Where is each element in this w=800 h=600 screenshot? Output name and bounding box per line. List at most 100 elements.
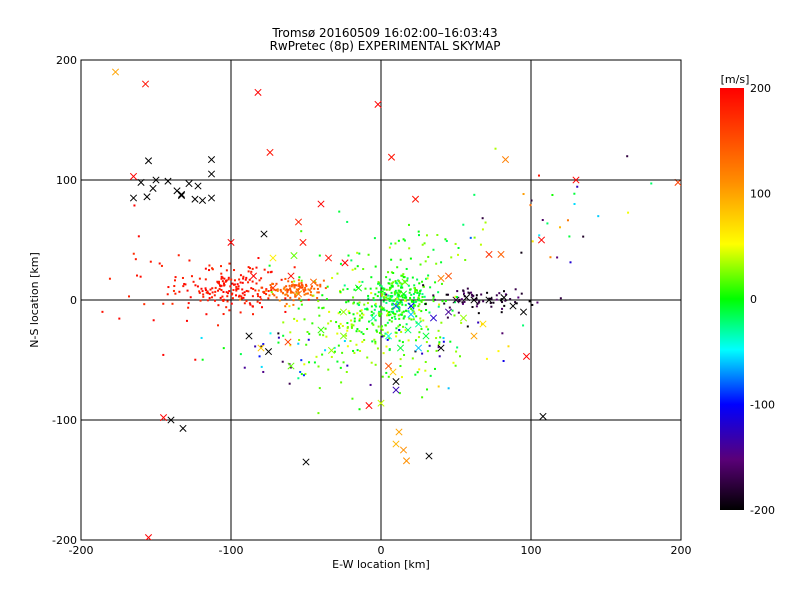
scatter-dot bbox=[268, 264, 271, 267]
scatter-dot bbox=[239, 311, 242, 314]
scatter-dot bbox=[478, 300, 481, 303]
scatter-dot bbox=[455, 296, 458, 299]
scatter-x-marker bbox=[411, 195, 420, 203]
scatter-dot bbox=[453, 314, 456, 317]
scatter-dot bbox=[194, 284, 197, 287]
scatter-x-marker bbox=[396, 344, 405, 352]
scatter-dot bbox=[422, 284, 425, 287]
scatter-dot bbox=[381, 294, 384, 297]
scatter-dot bbox=[388, 337, 391, 340]
scatter-dot bbox=[273, 294, 276, 297]
scatter-dot bbox=[398, 302, 401, 305]
scatter-dot bbox=[238, 294, 241, 297]
scatter-dot bbox=[394, 303, 397, 306]
scatter-dot bbox=[386, 314, 389, 317]
x-tick-label: 0 bbox=[378, 544, 385, 557]
scatter-x-marker bbox=[317, 200, 325, 208]
scatter-dot bbox=[460, 321, 463, 324]
scatter-dot bbox=[346, 329, 349, 332]
scatter-dot bbox=[358, 304, 361, 307]
scatter-dot bbox=[395, 291, 398, 294]
scatter-dot bbox=[217, 282, 220, 285]
scatter-dot bbox=[222, 282, 225, 285]
scatter-dot bbox=[342, 361, 345, 364]
scatter-dot bbox=[251, 267, 254, 270]
scatter-dot bbox=[228, 290, 231, 293]
scatter-dot bbox=[347, 254, 350, 257]
scatter-dot bbox=[443, 302, 446, 305]
scatter-dot bbox=[418, 303, 421, 306]
scatter-dot bbox=[134, 258, 137, 261]
scatter-dot bbox=[495, 294, 498, 297]
scatter-dot bbox=[394, 298, 397, 301]
scatter-x-marker bbox=[392, 302, 400, 310]
scatter-dot bbox=[402, 310, 405, 313]
scatter-dot bbox=[296, 319, 299, 322]
scatter-dot bbox=[299, 370, 302, 373]
scatter-x-marker bbox=[395, 428, 403, 436]
scatter-dot bbox=[440, 261, 443, 264]
scatter-dot bbox=[399, 300, 402, 303]
scatter-dot bbox=[439, 336, 442, 339]
scatter-dot bbox=[462, 223, 465, 226]
scatter-x-marker bbox=[414, 344, 423, 352]
scatter-dot bbox=[301, 285, 304, 288]
scatter-dot bbox=[388, 282, 391, 285]
scatter-dot bbox=[247, 266, 250, 269]
scatter-dot bbox=[457, 253, 460, 256]
scatter-dot bbox=[300, 230, 303, 233]
scatter-x-marker bbox=[207, 156, 216, 164]
scatter-dot bbox=[392, 312, 395, 315]
scatter-dot bbox=[308, 332, 311, 335]
scatter-dot bbox=[327, 322, 330, 325]
scatter-dot bbox=[346, 326, 349, 329]
scatter-dot bbox=[419, 263, 422, 266]
scatter-dot bbox=[362, 268, 365, 271]
scatter-dot bbox=[269, 332, 272, 335]
scatter-dot bbox=[243, 366, 246, 369]
scatter-dot bbox=[230, 302, 233, 305]
scatter-dot bbox=[300, 286, 303, 289]
scatter-dot bbox=[374, 340, 377, 343]
scatter-dot bbox=[217, 280, 220, 283]
scatter-x-marker bbox=[462, 294, 471, 302]
scatter-x-marker bbox=[341, 259, 349, 267]
scatter-dot bbox=[387, 375, 390, 378]
scatter-x-marker bbox=[317, 326, 325, 334]
scatter-dot bbox=[566, 219, 569, 222]
scatter-dot bbox=[183, 282, 186, 285]
scatter-dot bbox=[271, 293, 274, 296]
scatter-dot bbox=[367, 297, 370, 300]
scatter-dot bbox=[405, 309, 408, 312]
scatter-dot bbox=[270, 286, 273, 289]
scatter-dot bbox=[403, 315, 406, 318]
scatter-x-marker bbox=[392, 386, 400, 394]
scatter-dot bbox=[289, 344, 292, 347]
scatter-dot bbox=[398, 308, 401, 311]
scatter-dot bbox=[187, 302, 190, 305]
scatter-dot bbox=[374, 363, 377, 366]
scatter-dot bbox=[379, 284, 382, 287]
scatter-dot bbox=[390, 296, 393, 299]
scatter-dot bbox=[398, 306, 401, 309]
scatter-dot bbox=[390, 258, 393, 261]
scatter-dot bbox=[421, 280, 424, 283]
scatter-dot bbox=[399, 258, 402, 261]
scatter-dot bbox=[198, 277, 201, 280]
scatter-dot bbox=[432, 298, 435, 301]
scatter-dot bbox=[286, 290, 289, 293]
scatter-dot bbox=[466, 287, 469, 290]
scatter-dot bbox=[417, 230, 420, 233]
scatter-dot bbox=[305, 292, 308, 295]
scatter-x-marker bbox=[227, 238, 235, 246]
scatter-dot bbox=[388, 311, 391, 314]
scatter-dot bbox=[336, 360, 339, 363]
scatter-dot bbox=[397, 293, 400, 296]
scatter-dot bbox=[300, 279, 303, 282]
scatter-dot bbox=[162, 302, 165, 305]
scatter-dot bbox=[235, 289, 238, 292]
scatter-x-marker bbox=[485, 250, 493, 258]
scatter-dot bbox=[466, 325, 469, 328]
scatter-dot bbox=[582, 235, 585, 238]
scatter-dot bbox=[284, 293, 287, 296]
